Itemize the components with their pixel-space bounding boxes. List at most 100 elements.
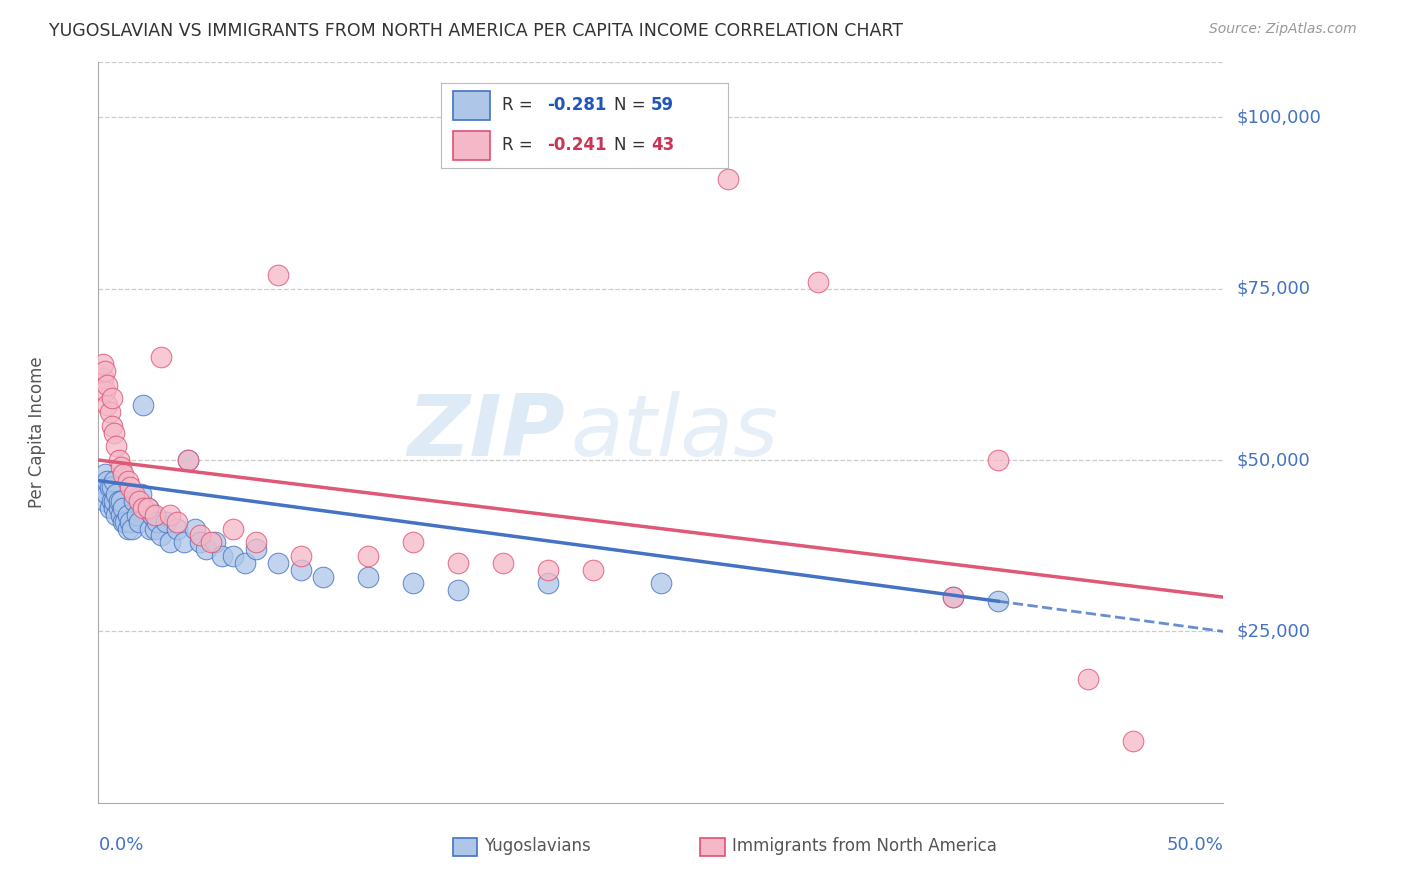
Point: [101, 494, 124, 508]
Point: [987, 593, 1010, 607]
Point: [290, 549, 312, 563]
Point: [211, 549, 233, 563]
Point: [125, 508, 148, 522]
Point: [124, 487, 146, 501]
Text: ZIP: ZIP: [408, 391, 565, 475]
Point: [150, 528, 173, 542]
Point: [91, 371, 114, 385]
Point: [188, 535, 211, 549]
Point: [94, 384, 117, 399]
Point: [110, 459, 132, 474]
Point: [402, 535, 425, 549]
Text: $100,000: $100,000: [1237, 108, 1322, 127]
Point: [222, 549, 245, 563]
Point: [357, 569, 380, 583]
Text: Yugoslavians: Yugoslavians: [484, 838, 591, 855]
Point: [96, 398, 118, 412]
Point: [98, 501, 121, 516]
Point: [166, 522, 188, 536]
Point: [987, 453, 1010, 467]
Point: [143, 522, 166, 536]
Point: [107, 494, 129, 508]
Point: [107, 453, 129, 467]
Point: [136, 501, 159, 516]
Text: 0.0%: 0.0%: [98, 836, 143, 855]
Point: [96, 487, 118, 501]
Text: YUGOSLAVIAN VS IMMIGRANTS FROM NORTH AMERICA PER CAPITA INCOME CORRELATION CHART: YUGOSLAVIAN VS IMMIGRANTS FROM NORTH AME…: [49, 22, 903, 40]
Point: [177, 453, 200, 467]
Point: [94, 364, 117, 378]
Point: [582, 563, 605, 577]
Point: [107, 501, 129, 516]
Point: [94, 467, 117, 481]
Point: [173, 535, 195, 549]
Point: [267, 268, 290, 282]
Point: [290, 563, 312, 577]
Text: Source: ZipAtlas.com: Source: ZipAtlas.com: [1209, 22, 1357, 37]
Point: [447, 583, 470, 598]
Point: [128, 494, 150, 508]
Text: Per Capita Income: Per Capita Income: [28, 357, 45, 508]
Point: [402, 576, 425, 591]
Point: [129, 487, 152, 501]
Point: [143, 508, 166, 522]
Point: [159, 535, 181, 549]
Point: [537, 576, 560, 591]
Point: [200, 535, 222, 549]
Point: [1077, 673, 1099, 687]
Point: [146, 515, 169, 529]
Point: [267, 556, 290, 570]
Point: [103, 425, 125, 440]
Point: [103, 494, 125, 508]
Point: [177, 453, 200, 467]
Point: [98, 405, 121, 419]
Point: [184, 522, 207, 536]
Point: [117, 508, 139, 522]
Point: [132, 501, 155, 516]
Point: [159, 508, 181, 522]
Point: [96, 377, 118, 392]
Point: [112, 467, 135, 481]
Point: [105, 487, 128, 501]
Point: [195, 542, 218, 557]
Text: Immigrants from North America: Immigrants from North America: [731, 838, 997, 855]
Point: [942, 590, 965, 604]
Point: [222, 522, 245, 536]
Point: [121, 522, 143, 536]
Point: [110, 508, 132, 522]
Point: [166, 515, 188, 529]
Bar: [453, 838, 478, 856]
Point: [492, 556, 515, 570]
Point: [807, 275, 830, 289]
Point: [447, 556, 470, 570]
Point: [312, 569, 335, 583]
Point: [717, 172, 740, 186]
Point: [98, 480, 121, 494]
Point: [103, 501, 125, 516]
Point: [101, 392, 124, 406]
Point: [105, 439, 128, 453]
Point: [91, 357, 114, 371]
Point: [110, 494, 132, 508]
Bar: [700, 838, 725, 856]
Point: [537, 563, 560, 577]
Point: [117, 522, 139, 536]
Point: [112, 515, 135, 529]
Point: [1122, 734, 1144, 748]
Point: [141, 508, 163, 522]
Point: [942, 590, 965, 604]
Point: [188, 528, 211, 542]
Point: [155, 515, 177, 529]
Point: [245, 535, 267, 549]
Point: [233, 556, 256, 570]
Point: [128, 515, 150, 529]
Text: 50.0%: 50.0%: [1167, 836, 1223, 855]
Point: [245, 542, 267, 557]
Point: [650, 576, 672, 591]
Point: [96, 474, 118, 488]
Point: [101, 480, 124, 494]
Point: [136, 501, 159, 516]
Point: [101, 418, 124, 433]
Text: $50,000: $50,000: [1237, 451, 1310, 469]
Point: [117, 474, 139, 488]
